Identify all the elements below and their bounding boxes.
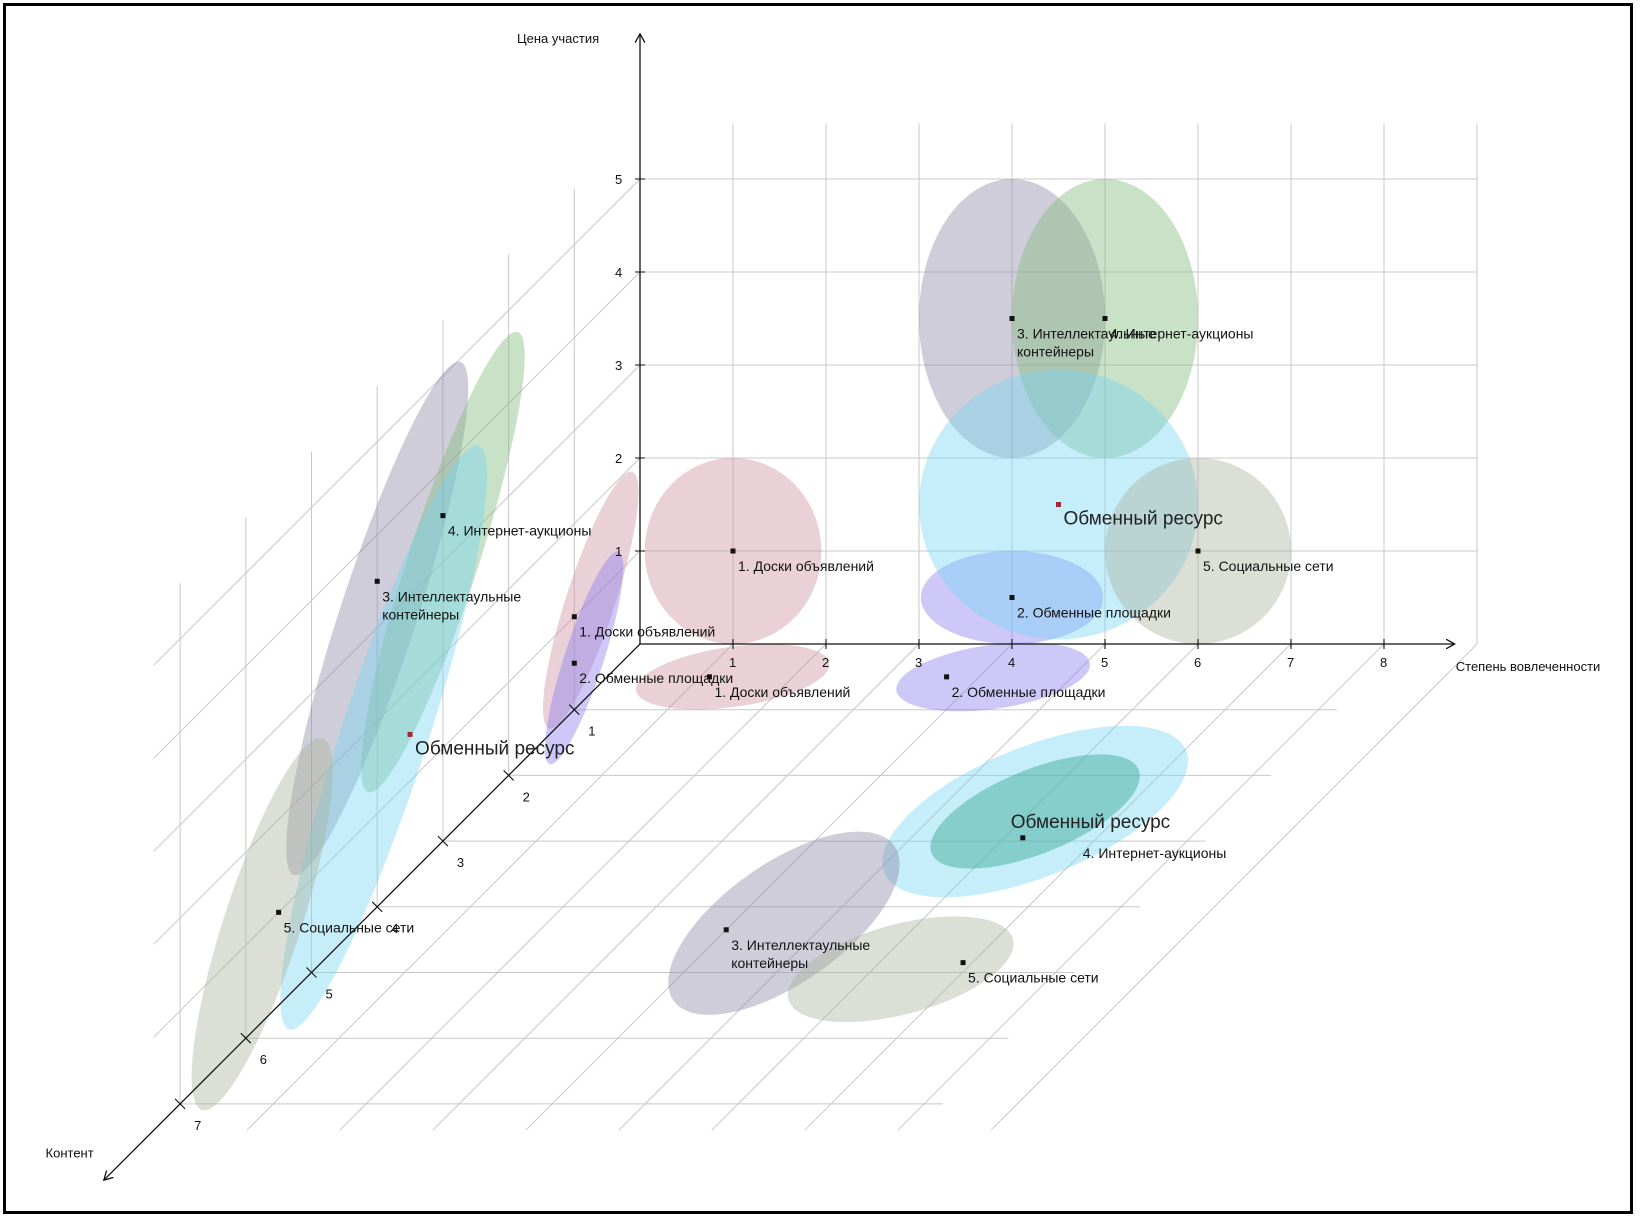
front-point-label: 4. Интернет-аукционы [1110, 326, 1254, 342]
floor-cluster-ellipse [668, 831, 900, 1015]
side-point [440, 513, 446, 519]
grid-line [153, 550, 641, 1038]
x-tick-label: 2 [822, 655, 829, 670]
floor-point-label: 3. Интеллектаульные контейнеры [731, 937, 870, 971]
z-tick-label: 3 [457, 855, 464, 870]
x-tick-label: 1 [729, 655, 736, 670]
side-cluster-ellipse [286, 361, 469, 876]
front-point-label: Обменный ресурс [1064, 509, 1223, 530]
side-cluster-ellipse [544, 551, 624, 765]
z-tick-mark [437, 835, 449, 847]
data-points [276, 316, 1201, 966]
z-tick-label: 5 [326, 987, 333, 1002]
x-tick-label: 4 [1008, 655, 1015, 670]
x-tick-label: 3 [915, 655, 922, 670]
floor-point [960, 960, 966, 966]
grid-line [525, 643, 1013, 1131]
cluster-ellipses [191, 179, 1291, 1111]
z-tick-mark [568, 704, 580, 716]
front-point [1009, 595, 1015, 600]
grid-line [432, 643, 920, 1131]
z-tick-label: 4 [391, 921, 398, 936]
floor-point [944, 674, 950, 680]
grid-line [804, 643, 1292, 1131]
z-tick-label: 6 [260, 1052, 267, 1067]
grid-line [339, 643, 827, 1131]
floor-cluster-ellipse [787, 916, 1014, 1023]
z-axis [105, 643, 641, 1179]
floor-point-label: 2. Обменные площадки [952, 684, 1106, 700]
z-tick-mark [371, 901, 383, 913]
floor-point-label: 4. Интернет-аукционы [1083, 845, 1227, 861]
z-tick-label: 1 [588, 724, 595, 739]
front-point-label: 5. Социальные сети [1203, 558, 1334, 574]
x-axis-title: Степень вовлеченности [1456, 659, 1601, 674]
floor-point [1020, 835, 1026, 841]
side-point [407, 731, 413, 737]
x-tick-label: 5 [1101, 655, 1108, 670]
y-axis-title: Цена участия [517, 31, 599, 46]
front-point [1195, 548, 1201, 554]
floor-point-label: 1. Доски объявлений [714, 684, 850, 700]
floor-point-label: Обменный ресурс [1011, 812, 1170, 833]
grid-line [246, 643, 734, 1131]
x-tick-label: 7 [1287, 655, 1294, 670]
floor-cluster-ellipse [635, 644, 830, 710]
floor-cluster-ellipse [896, 642, 1090, 712]
front-point [1102, 316, 1108, 321]
z-tick-mark [240, 1032, 252, 1044]
grid-line [897, 643, 1385, 1131]
floor-cluster-ellipse [882, 725, 1188, 898]
z-axis-title: Контент [46, 1145, 94, 1160]
axes: 1 2 3 4 5 6 7 8 1 2 3 4 5 1 2 3 4 5 6 7 Цена участия Степень … [46, 31, 1601, 1180]
x-tick-label: 6 [1194, 655, 1201, 670]
grid-line [153, 457, 641, 945]
chart-frame [3, 3, 1633, 1214]
floor-point-label: 5. Социальные сети [968, 970, 1099, 986]
floor-point [706, 674, 712, 680]
y-tick-label: 1 [615, 544, 622, 559]
front-point [1009, 316, 1015, 321]
side-point-label: 4. Интернет-аукционы [448, 523, 592, 539]
front-point [730, 548, 736, 554]
z-tick-mark [306, 967, 317, 978]
side-cluster-ellipse [191, 738, 333, 1111]
grid-line [153, 271, 641, 759]
side-point [276, 909, 282, 915]
grid-lines [153, 123, 1478, 1131]
side-point-label: Обменный ресурс [415, 738, 574, 759]
grid-line [711, 643, 1199, 1131]
z-tick-mark [174, 1098, 186, 1110]
side-point-label: 1. Доски объявлений [579, 624, 715, 640]
z-tick-mark [503, 770, 514, 781]
y-tick-label: 4 [615, 265, 622, 280]
side-cluster-ellipse [280, 445, 488, 1030]
z-tick-label: 7 [194, 1118, 201, 1133]
side-cluster-ellipse [361, 331, 525, 793]
front-point-label: 1. Доски объявлений [738, 558, 874, 574]
grid-line [618, 643, 1106, 1131]
side-cluster-ellipse [542, 471, 639, 729]
side-point [571, 660, 577, 666]
front-point [1056, 502, 1061, 507]
side-point [374, 578, 380, 584]
x-tick-label: 8 [1380, 655, 1387, 670]
side-point [571, 614, 577, 620]
grid-line [153, 364, 641, 852]
y-tick-label: 5 [615, 172, 622, 187]
y-tick-label: 3 [615, 358, 622, 373]
z-tick-label: 2 [523, 789, 530, 804]
front-point-label: 2. Обменные площадки [1017, 605, 1171, 621]
y-tick-label: 2 [615, 451, 622, 466]
floor-cluster-ellipse [930, 754, 1140, 869]
grid-line [990, 643, 1478, 1131]
floor-point [723, 927, 729, 933]
side-point-label: 3. Интеллектаульные контейнеры [382, 588, 521, 622]
grid-line [153, 178, 641, 666]
side-point-label: 2. Обменные площадки [579, 670, 733, 686]
front-point-label: 3. Интеллектаульные контейнеры [1017, 326, 1156, 360]
side-point-label: 5. Социальные сети [284, 919, 415, 935]
